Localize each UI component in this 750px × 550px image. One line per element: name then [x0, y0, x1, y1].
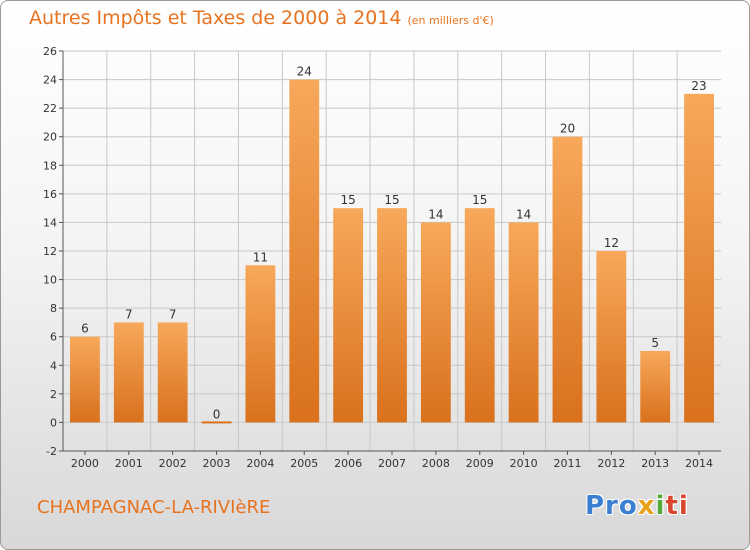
bar-2006	[333, 208, 364, 423]
y-tick-label: 6	[50, 331, 57, 344]
bar-2005	[289, 79, 320, 423]
data-label-2013: 5	[651, 336, 659, 350]
y-tick-label: 2	[50, 388, 57, 401]
data-label-2010: 14	[516, 207, 531, 221]
x-tick-label-2014: 2014	[685, 457, 713, 470]
bar-2000	[70, 336, 100, 423]
logo-part-4: ti	[665, 491, 689, 521]
x-tick-label-2012: 2012	[597, 457, 625, 470]
data-label-2009: 15	[472, 193, 487, 207]
y-tick-label: 18	[43, 159, 57, 172]
y-tick-label: 16	[43, 188, 57, 201]
proxiti-logo: Proxiti	[585, 491, 689, 521]
bar-2012	[596, 251, 627, 423]
bar-2010	[508, 222, 539, 423]
y-tick-label: 14	[43, 216, 57, 229]
y-tick-label: 22	[43, 102, 57, 115]
x-tick-label-2001: 2001	[115, 457, 143, 470]
y-tick-label: 20	[43, 131, 57, 144]
y-tick-label: 10	[43, 274, 57, 287]
data-label-2000: 6	[81, 322, 89, 336]
bar-2002	[157, 322, 188, 423]
chart-title: Autres Impôts et Taxes de 2000 à 2014 (en…	[29, 7, 494, 29]
y-tick-label: 26	[43, 45, 57, 58]
bar-2011	[552, 136, 583, 423]
data-label-2011: 20	[560, 122, 575, 136]
data-label-2014: 23	[691, 79, 706, 93]
data-label-2002: 7	[169, 307, 177, 321]
bar-2014	[684, 93, 714, 423]
bar-2001	[113, 322, 144, 423]
x-tick-label-2013: 2013	[641, 457, 669, 470]
data-label-2003: 0	[213, 407, 221, 421]
y-tick-label: -2	[46, 445, 57, 458]
unit-note: (en milliers d'€)	[407, 14, 494, 27]
data-label-2005: 24	[297, 65, 312, 79]
bar-2009	[464, 208, 495, 423]
data-label-2004: 11	[253, 250, 268, 264]
x-tick-label-2006: 2006	[334, 457, 362, 470]
y-tick-label: 12	[43, 245, 57, 258]
y-tick-label: 8	[50, 302, 57, 315]
x-tick-label-2000: 2000	[71, 457, 99, 470]
data-label-2012: 12	[604, 236, 619, 250]
data-labels: 6 7 7 0 11 24 15 15 14 15 14 20 12 5 23	[81, 65, 707, 422]
bar-2008	[420, 222, 451, 423]
title-text: Autres Impôts et Taxes de 2000 à 2014	[29, 7, 402, 29]
commune-name: CHAMPAGNAC-LA-RIVIèRE	[37, 497, 271, 518]
x-tick-label-2004: 2004	[246, 457, 274, 470]
data-label-2006: 15	[340, 193, 355, 207]
x-tick-label-2009: 2009	[466, 457, 494, 470]
x-tick-label-2002: 2002	[159, 457, 187, 470]
data-label-2001: 7	[125, 307, 133, 321]
logo-part-2: x	[637, 491, 656, 521]
bar-2004	[245, 265, 276, 423]
x-tick-label-2007: 2007	[378, 457, 406, 470]
y-tick-label: 0	[50, 416, 57, 429]
bar-2013	[640, 351, 671, 423]
logo-part-1: Pro	[585, 491, 638, 521]
bar-2003	[201, 421, 232, 424]
data-label-2007: 15	[384, 193, 399, 207]
x-tick-label-2011: 2011	[553, 457, 581, 470]
y-tick-label: 4	[50, 359, 57, 372]
bar-2007	[377, 208, 407, 423]
x-tick-label-2005: 2005	[290, 457, 318, 470]
x-tick-label-2003: 2003	[203, 457, 231, 470]
data-label-2008: 14	[428, 207, 443, 221]
x-tick-label-2010: 2010	[510, 457, 538, 470]
y-tick-label: 24	[43, 74, 57, 87]
logo-part-3: i	[655, 491, 666, 521]
bars	[70, 79, 714, 424]
x-tick-label-2008: 2008	[422, 457, 450, 470]
